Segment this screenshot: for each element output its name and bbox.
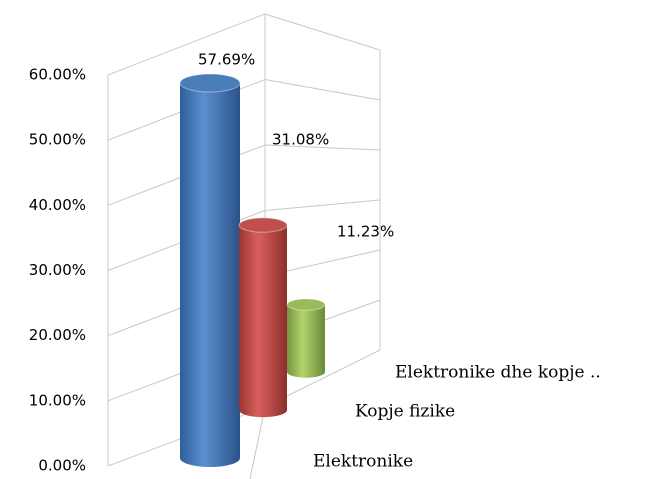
bar-body (239, 225, 287, 410)
y-tick-label: 20.00% (29, 326, 86, 344)
value-label: 31.08% (272, 131, 329, 149)
grid-line (107, 144, 381, 206)
grid-line (107, 199, 381, 271)
category-label: Kopje fizike (355, 402, 455, 422)
grid-line (107, 13, 381, 76)
bar-top (238, 217, 288, 233)
bar (238, 217, 288, 418)
bar (286, 298, 326, 378)
y-tick-label: 10.00% (29, 391, 86, 409)
bar-top (286, 298, 326, 311)
bar-body (180, 83, 240, 458)
category-label: Elektronike dhe kopje .. (395, 363, 601, 383)
floor-edge (249, 406, 266, 479)
y-tick-label: 30.00% (29, 261, 86, 279)
value-label: 11.23% (337, 223, 394, 241)
y-tick-label: 40.00% (29, 196, 86, 214)
y-tick-label: 50.00% (29, 131, 86, 149)
value-label: 57.69% (198, 51, 255, 69)
bar-body (287, 304, 325, 372)
y-tick-label: 0.00% (38, 457, 86, 475)
grid-line (107, 78, 381, 141)
bar-top (179, 73, 241, 93)
category-label: Elektronike (313, 452, 413, 472)
y-tick-label: 60.00% (29, 66, 86, 84)
bar (179, 73, 241, 467)
